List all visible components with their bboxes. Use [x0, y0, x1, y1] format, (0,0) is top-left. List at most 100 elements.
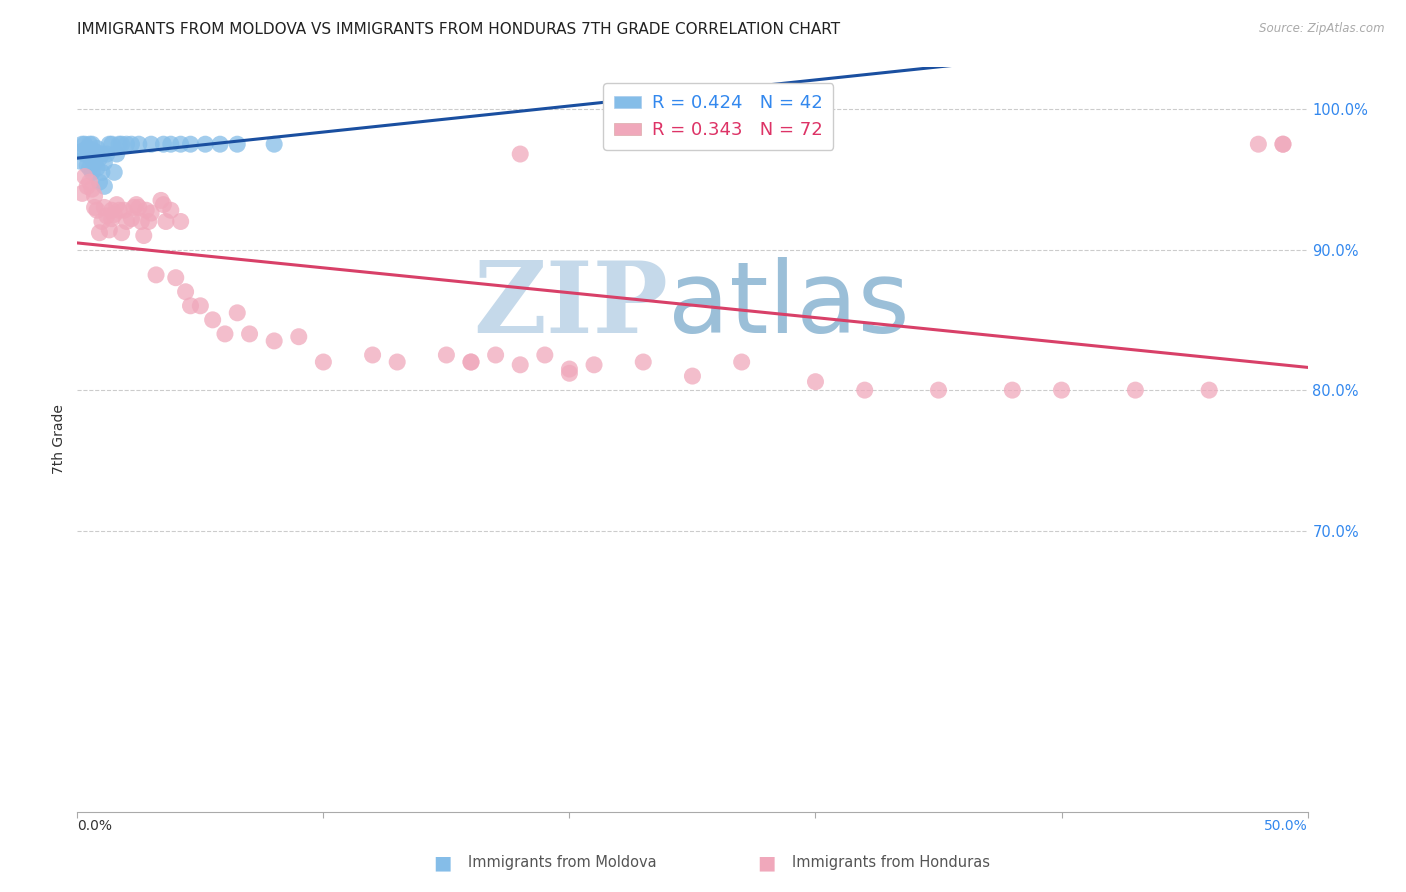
Point	[509, 147, 531, 161]
Point	[682, 369, 704, 384]
Point	[82, 182, 104, 196]
Point	[263, 334, 285, 348]
Y-axis label: 7th Grade: 7th Grade	[52, 404, 66, 475]
Point	[180, 137, 202, 152]
Point	[82, 151, 104, 165]
Point	[90, 147, 114, 161]
Point	[89, 175, 111, 189]
Text: ■: ■	[756, 853, 776, 872]
Point	[1272, 137, 1295, 152]
Point	[86, 141, 108, 155]
Point	[108, 203, 131, 218]
Point	[209, 137, 232, 152]
Point	[82, 165, 104, 179]
Point	[83, 201, 105, 215]
Point	[111, 137, 132, 152]
Point	[190, 299, 212, 313]
Point	[239, 326, 262, 341]
Point	[138, 214, 160, 228]
Point	[165, 270, 187, 285]
Point	[312, 355, 335, 369]
Point	[101, 211, 124, 226]
Point	[79, 137, 101, 152]
Point	[583, 358, 606, 372]
Point	[73, 147, 96, 161]
Point	[121, 211, 143, 226]
Point	[96, 147, 118, 161]
Point	[226, 306, 249, 320]
Point	[263, 137, 285, 152]
Point	[361, 348, 384, 362]
Point	[131, 214, 153, 228]
Point	[122, 201, 145, 215]
Text: 0.0%: 0.0%	[77, 819, 112, 833]
Text: Immigrants from Moldova: Immigrants from Moldova	[468, 855, 657, 870]
Point	[111, 226, 132, 240]
Point	[112, 203, 135, 218]
Point	[96, 209, 118, 223]
Point	[70, 145, 93, 159]
Point	[101, 203, 124, 218]
Point	[145, 268, 167, 282]
Point	[558, 362, 581, 376]
Point	[108, 137, 131, 152]
Point	[155, 214, 177, 228]
Point	[89, 226, 111, 240]
Text: atlas: atlas	[668, 257, 910, 354]
Point	[76, 158, 98, 172]
Point	[1272, 137, 1295, 152]
Point	[89, 151, 111, 165]
Point	[194, 137, 217, 152]
Point	[93, 155, 115, 169]
Point	[103, 207, 125, 221]
Point	[288, 329, 311, 343]
Point	[132, 228, 155, 243]
Point	[115, 214, 138, 228]
Point	[152, 137, 174, 152]
Point	[125, 197, 148, 211]
Point	[73, 169, 96, 184]
Text: IMMIGRANTS FROM MOLDOVA VS IMMIGRANTS FROM HONDURAS 7TH GRADE CORRELATION CHART: IMMIGRANTS FROM MOLDOVA VS IMMIGRANTS FR…	[77, 22, 841, 37]
Point	[174, 285, 197, 299]
Point	[226, 137, 249, 152]
Point	[115, 137, 138, 152]
Text: Immigrants from Honduras: Immigrants from Honduras	[792, 855, 990, 870]
Point	[141, 206, 163, 220]
Point	[387, 355, 409, 369]
Point	[1125, 383, 1147, 397]
Point	[93, 201, 115, 215]
Point	[853, 383, 876, 397]
Point	[83, 155, 105, 169]
Point	[1247, 137, 1270, 152]
Point	[214, 326, 236, 341]
Point	[98, 137, 121, 152]
Text: 50.0%: 50.0%	[1264, 819, 1308, 833]
Point	[150, 194, 173, 208]
Point	[141, 137, 163, 152]
Point	[509, 358, 531, 372]
Text: ■: ■	[433, 853, 453, 872]
Point	[101, 137, 124, 152]
Point	[633, 355, 655, 369]
Point	[70, 137, 93, 152]
Point	[70, 186, 93, 201]
Point	[1198, 383, 1220, 397]
Point	[128, 137, 150, 152]
Point	[731, 355, 754, 369]
Point	[79, 175, 101, 189]
Point	[170, 214, 193, 228]
Point	[804, 375, 827, 389]
Text: ZIP: ZIP	[472, 257, 668, 354]
Point	[90, 214, 114, 228]
Point	[201, 313, 224, 327]
Point	[93, 179, 115, 194]
Point	[83, 145, 105, 159]
Point	[82, 137, 104, 152]
Point	[73, 137, 96, 152]
Point	[485, 348, 508, 362]
Point	[534, 348, 557, 362]
Point	[160, 203, 183, 218]
Point	[105, 197, 128, 211]
Point	[1050, 383, 1073, 397]
Point	[105, 147, 128, 161]
